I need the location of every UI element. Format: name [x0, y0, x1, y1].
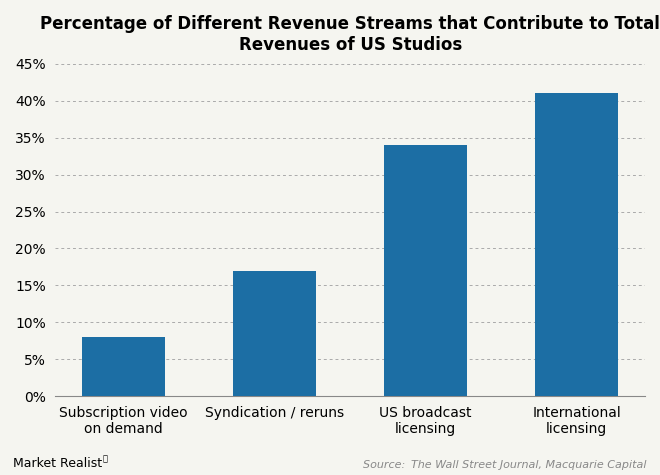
Text: Market Realist: Market Realist: [13, 457, 102, 470]
Bar: [535, 93, 618, 396]
Bar: [233, 271, 316, 396]
Bar: [82, 337, 165, 396]
Text: Ⓠ: Ⓠ: [102, 454, 108, 463]
Title: Percentage of Different Revenue Streams that Contribute to Total
Revenues of US : Percentage of Different Revenue Streams …: [40, 15, 660, 54]
Text: Source:  The Wall Street Journal, Macquarie Capital: Source: The Wall Street Journal, Macquar…: [363, 460, 647, 470]
Bar: [384, 145, 467, 396]
